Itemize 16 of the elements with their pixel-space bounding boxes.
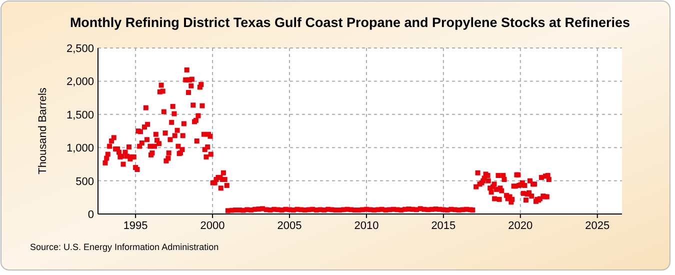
y-tick-label: 2,500 xyxy=(66,43,94,55)
y-tick-label: 0 xyxy=(88,209,94,221)
x-tick-label: 2015 xyxy=(431,220,456,232)
y-tick-label: 1,000 xyxy=(66,142,94,155)
y-tick-label: 500 xyxy=(76,176,94,188)
x-tick-label: 2005 xyxy=(277,220,302,232)
y-tick-label: 2,000 xyxy=(66,76,94,88)
x-tick-label: 2000 xyxy=(200,220,225,232)
y-axis-title: Thousand Barrels xyxy=(37,87,49,174)
x-tick-label: 2020 xyxy=(508,220,533,232)
x-tick-label: 1995 xyxy=(123,220,148,232)
chart-title: Monthly Refining District Texas Gulf Coast Propane and Propylene Stocks at Refineries xyxy=(70,15,630,30)
x-tick-label: 2025 xyxy=(585,220,610,232)
y-tick-label: 1,500 xyxy=(66,109,94,122)
source-note: Source: U.S. Energy Information Administration xyxy=(30,242,219,252)
x-tick-label: 2010 xyxy=(354,220,379,232)
